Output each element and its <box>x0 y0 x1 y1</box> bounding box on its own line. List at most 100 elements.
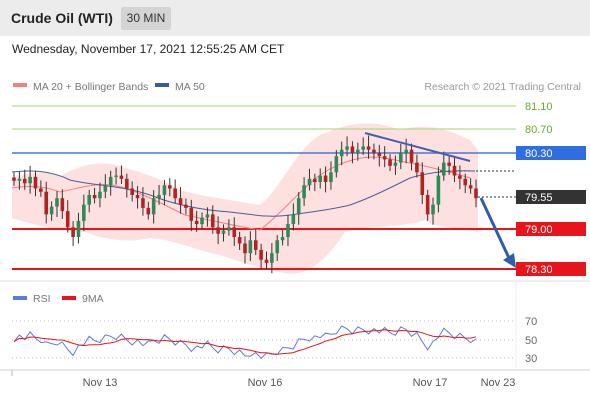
candle-body <box>237 237 242 244</box>
candle-body <box>468 185 473 189</box>
level-s2-label: 78.30 <box>525 264 553 276</box>
timestamp: Wednesday, November 17, 2021 12:55:25 AM… <box>12 42 285 56</box>
candle-body <box>345 146 349 150</box>
ma50-legend-label: MA 50 <box>175 81 205 93</box>
level-r3: 81.10 <box>12 101 553 113</box>
candle-body <box>49 206 54 215</box>
candle-body <box>205 214 210 218</box>
candle-body <box>157 194 161 199</box>
candle-body <box>474 188 478 199</box>
bollinger-band <box>12 123 478 274</box>
ma50-line <box>11 170 476 217</box>
candle-body <box>372 149 376 153</box>
candle-body <box>17 178 22 181</box>
candle-body <box>420 172 425 195</box>
candle-body <box>125 178 129 189</box>
candle-body <box>243 243 247 254</box>
candle-body <box>135 194 140 199</box>
candle-body <box>60 198 65 212</box>
candle-body <box>291 214 296 225</box>
candle-body <box>227 227 231 231</box>
candle-body <box>436 175 441 205</box>
candle-body <box>366 146 371 150</box>
candle-body <box>458 175 462 179</box>
candle-body <box>146 207 151 215</box>
candle-body <box>162 185 167 195</box>
candle-body <box>388 159 392 166</box>
candle-body <box>361 146 365 150</box>
level-last-label: 79.55 <box>525 192 553 204</box>
candle-body <box>382 156 387 160</box>
candle-body <box>39 188 43 192</box>
candle-body <box>275 240 280 254</box>
rsi-legend-swatch <box>13 296 27 300</box>
rsi-legend-label: RSI <box>33 293 51 305</box>
candle-body <box>221 230 226 234</box>
candle-body <box>398 152 403 163</box>
chart-header: Crude Oil (WTI) 30 MIN <box>0 0 590 36</box>
candle-body <box>409 149 414 163</box>
candle-body <box>356 149 360 153</box>
candle-body <box>264 259 269 263</box>
level-r3-label: 81.10 <box>525 101 553 113</box>
candle-body <box>463 178 468 186</box>
level-last: 79.55 <box>478 190 586 204</box>
candle-body <box>22 178 27 184</box>
rsi-tick-30: 30 <box>525 353 537 365</box>
candle-body <box>334 156 339 173</box>
candle-body <box>425 194 430 215</box>
x-tick-nov13: Nov 13 <box>83 377 118 389</box>
candle-body <box>323 175 328 183</box>
candle-body <box>259 249 263 260</box>
candle-body <box>248 240 253 254</box>
candle-body <box>404 149 408 153</box>
candle-body <box>452 165 457 176</box>
candle-body <box>71 227 75 238</box>
candle-body <box>178 198 183 205</box>
level-s2: 78.30 <box>12 262 586 276</box>
candle-body <box>253 240 258 250</box>
candle-body <box>92 194 97 199</box>
candle-body <box>296 198 301 215</box>
rsi-tick-70: 70 <box>525 316 537 328</box>
candlesticks <box>12 135 478 274</box>
candle-body <box>313 178 317 183</box>
candle-body <box>270 253 274 263</box>
instrument-title: Crude Oil (WTI) <box>11 10 113 26</box>
x-tick-nov23: Nov 23 <box>481 377 516 389</box>
candle-body <box>329 172 333 183</box>
candle-body <box>103 185 108 192</box>
candle-body <box>141 198 145 208</box>
candle-body <box>194 220 199 225</box>
ma20-legend-swatch <box>13 83 27 87</box>
candle-body <box>28 176 32 184</box>
rsi-tick-50: 50 <box>525 335 537 347</box>
copyright: Research © 2021 Trading Central <box>424 81 581 93</box>
rsi-ma-line <box>13 329 477 355</box>
candle-body <box>167 185 172 189</box>
ma9-legend-swatch <box>62 296 76 300</box>
projection-arrow <box>479 197 516 268</box>
candle-body <box>302 185 306 199</box>
candle-body <box>431 204 435 215</box>
candle-body <box>82 204 86 221</box>
candle-body <box>184 204 188 208</box>
candle-body <box>108 176 113 186</box>
candle-body <box>87 194 92 205</box>
candle-body <box>65 211 70 228</box>
candle-body <box>76 220 81 238</box>
interval-badge[interactable]: 30 MIN <box>121 7 171 30</box>
candle-body <box>307 178 312 186</box>
candle-body <box>377 152 382 157</box>
ma50-legend-swatch <box>155 83 169 87</box>
x-tick-nov17: Nov 17 <box>413 377 448 389</box>
candle-body <box>44 191 49 215</box>
candle-body <box>33 176 38 189</box>
candle-body <box>232 227 237 238</box>
candle-body <box>216 227 220 234</box>
level-s1-label: 79.00 <box>525 224 553 236</box>
candle-body <box>415 162 419 173</box>
rsi-line <box>13 325 477 360</box>
candle-body <box>210 214 215 228</box>
